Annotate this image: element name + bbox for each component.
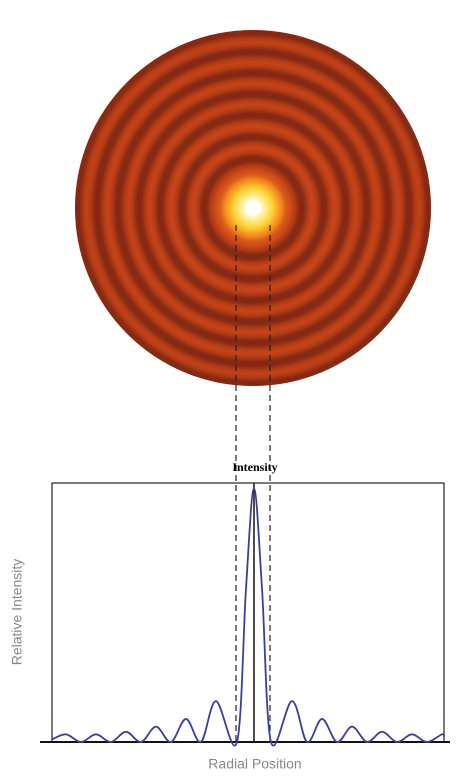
x-axis-label: Radial Position bbox=[208, 756, 301, 772]
y-axis-label: Relative Intensity bbox=[9, 559, 25, 666]
guide-lines bbox=[235, 225, 271, 742]
beam-image bbox=[75, 30, 431, 386]
chart-title: Intensity bbox=[232, 460, 277, 474]
plot-frame bbox=[51, 482, 445, 743]
intensity-curve bbox=[51, 487, 445, 747]
